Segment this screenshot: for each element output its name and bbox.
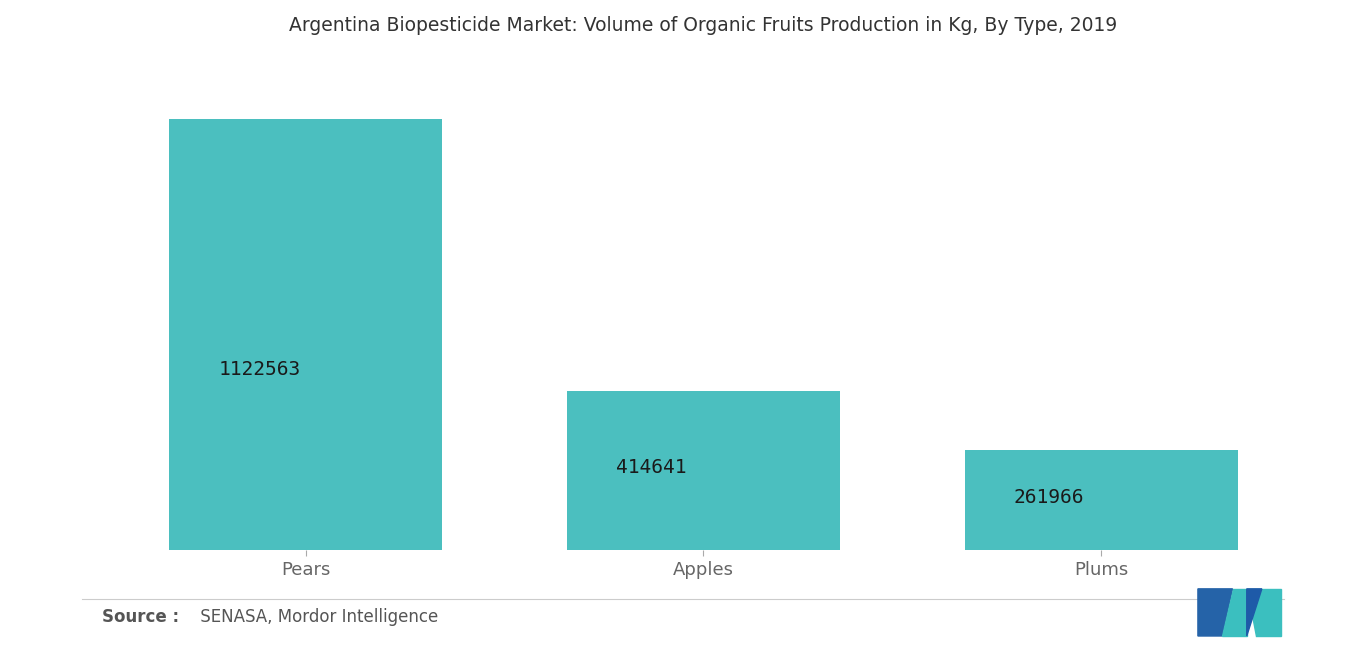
Text: 1122563: 1122563 — [219, 360, 301, 379]
Polygon shape — [1221, 589, 1247, 636]
Polygon shape — [1247, 589, 1281, 636]
Polygon shape — [1247, 589, 1262, 636]
Bar — [964, 450, 1238, 550]
Bar — [169, 119, 443, 550]
Bar — [567, 391, 840, 550]
Text: SENASA, Mordor Intelligence: SENASA, Mordor Intelligence — [195, 608, 438, 626]
Polygon shape — [1198, 589, 1232, 636]
Text: 414641: 414641 — [616, 458, 687, 477]
Text: Source :: Source : — [102, 608, 179, 626]
Text: 261966: 261966 — [1014, 489, 1085, 508]
Title: Argentina Biopesticide Market: Volume of Organic Fruits Production in Kg, By Typ: Argentina Biopesticide Market: Volume of… — [290, 16, 1117, 35]
